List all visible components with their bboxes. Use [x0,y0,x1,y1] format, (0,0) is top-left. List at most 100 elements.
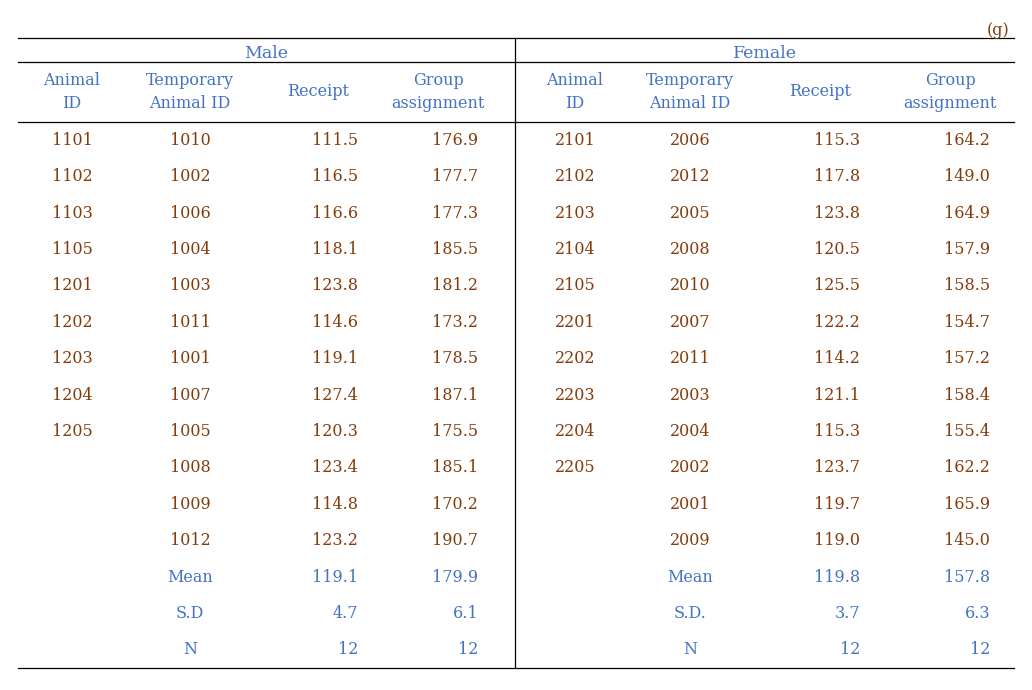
Text: Male: Male [245,44,289,61]
Text: 12: 12 [970,641,990,658]
Text: 2003: 2003 [670,386,710,404]
Text: 2104: 2104 [554,241,595,258]
Text: 118.1: 118.1 [312,241,358,258]
Text: 12: 12 [840,641,860,658]
Text: 2101: 2101 [554,132,595,149]
Text: 179.9: 179.9 [431,569,478,586]
Text: 1204: 1204 [52,386,92,404]
Text: 115.3: 115.3 [814,423,860,440]
Text: 1008: 1008 [169,460,211,476]
Text: (g): (g) [988,22,1010,39]
Text: Receipt: Receipt [789,83,851,101]
Text: 1002: 1002 [169,168,211,185]
Text: 12: 12 [337,641,358,658]
Text: 125.5: 125.5 [814,277,860,295]
Text: 145.0: 145.0 [944,532,990,549]
Text: 2008: 2008 [670,241,710,258]
Text: 2103: 2103 [554,204,595,221]
Text: 2005: 2005 [670,204,710,221]
Text: 185.1: 185.1 [431,460,478,476]
Text: 116.6: 116.6 [312,204,358,221]
Text: Mean: Mean [167,569,213,586]
Text: 175.5: 175.5 [431,423,478,440]
Text: 162.2: 162.2 [944,460,990,476]
Text: N: N [683,641,697,658]
Text: 123.4: 123.4 [312,460,358,476]
Text: 2009: 2009 [670,532,710,549]
Text: Temporary
Animal ID: Temporary Animal ID [646,72,734,112]
Text: 158.4: 158.4 [944,386,990,404]
Text: 2010: 2010 [670,277,710,295]
Text: 1103: 1103 [52,204,93,221]
Text: 1009: 1009 [169,495,211,513]
Text: 185.5: 185.5 [431,241,478,258]
Text: 119.7: 119.7 [814,495,860,513]
Text: 2006: 2006 [670,132,710,149]
Text: 2002: 2002 [670,460,710,476]
Text: 2202: 2202 [555,350,595,367]
Text: Female: Female [733,44,797,61]
Text: 121.1: 121.1 [814,386,860,404]
Text: 123.8: 123.8 [312,277,358,295]
Text: 1003: 1003 [169,277,211,295]
Text: 127.4: 127.4 [312,386,358,404]
Text: 1101: 1101 [52,132,93,149]
Text: 120.3: 120.3 [312,423,358,440]
Text: 1001: 1001 [169,350,211,367]
Text: 1007: 1007 [169,386,211,404]
Text: 187.1: 187.1 [431,386,478,404]
Text: 119.0: 119.0 [814,532,860,549]
Text: 12: 12 [457,641,478,658]
Text: 2201: 2201 [554,314,595,331]
Text: 155.4: 155.4 [944,423,990,440]
Text: S.D: S.D [175,605,204,622]
Text: 1105: 1105 [52,241,93,258]
Text: 2203: 2203 [554,386,595,404]
Text: Group
assignment: Group assignment [903,72,997,112]
Text: 1006: 1006 [169,204,211,221]
Text: 119.8: 119.8 [814,569,860,586]
Text: 117.8: 117.8 [814,168,860,185]
Text: 154.7: 154.7 [944,314,990,331]
Text: 1005: 1005 [169,423,211,440]
Text: Animal
ID: Animal ID [547,72,604,112]
Text: 164.2: 164.2 [944,132,990,149]
Text: 1011: 1011 [169,314,211,331]
Text: 2001: 2001 [670,495,710,513]
Text: 149.0: 149.0 [944,168,990,185]
Text: 114.2: 114.2 [814,350,860,367]
Text: Group
assignment: Group assignment [391,72,485,112]
Text: 120.5: 120.5 [814,241,860,258]
Text: 178.5: 178.5 [431,350,478,367]
Text: Temporary
Animal ID: Temporary Animal ID [146,72,234,112]
Text: 114.6: 114.6 [312,314,358,331]
Text: 3.7: 3.7 [835,605,860,622]
Text: 1102: 1102 [52,168,93,185]
Text: 1202: 1202 [52,314,92,331]
Text: 119.1: 119.1 [312,350,358,367]
Text: 164.9: 164.9 [944,204,990,221]
Text: 2012: 2012 [670,168,710,185]
Text: 176.9: 176.9 [431,132,478,149]
Text: 2102: 2102 [554,168,595,185]
Text: 181.2: 181.2 [432,277,478,295]
Text: 111.5: 111.5 [312,132,358,149]
Text: 114.8: 114.8 [312,495,358,513]
Text: 2004: 2004 [670,423,710,440]
Text: 122.2: 122.2 [814,314,860,331]
Text: 6.3: 6.3 [964,605,990,622]
Text: 165.9: 165.9 [944,495,990,513]
Text: 158.5: 158.5 [944,277,990,295]
Text: 1012: 1012 [169,532,211,549]
Text: 177.3: 177.3 [431,204,478,221]
Text: Animal
ID: Animal ID [43,72,100,112]
Text: 123.8: 123.8 [814,204,860,221]
Text: 170.2: 170.2 [432,495,478,513]
Text: 1205: 1205 [52,423,93,440]
Text: 157.9: 157.9 [944,241,990,258]
Text: 123.7: 123.7 [814,460,860,476]
Text: S.D.: S.D. [674,605,706,622]
Text: 157.8: 157.8 [944,569,990,586]
Text: Receipt: Receipt [287,83,349,101]
Text: 2011: 2011 [670,350,710,367]
